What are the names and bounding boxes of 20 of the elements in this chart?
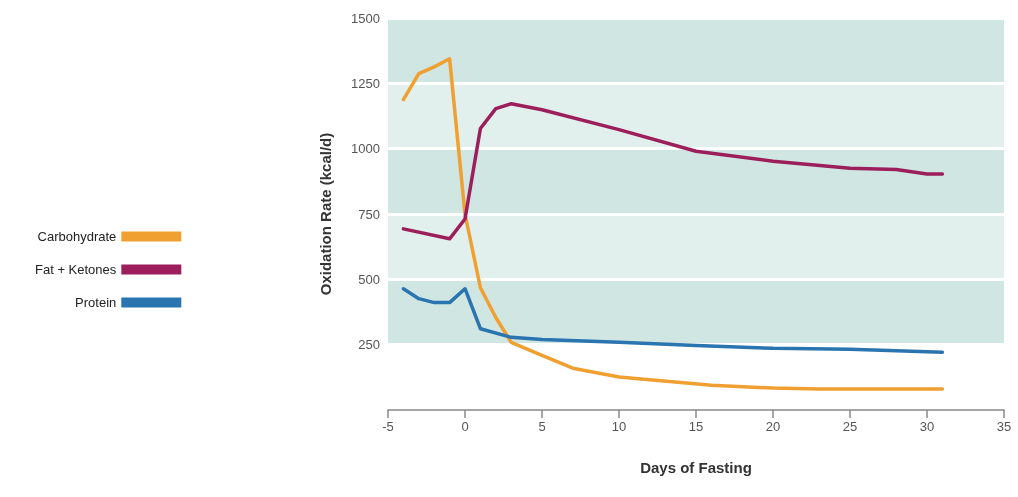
legend-label: Carbohydrate bbox=[37, 229, 117, 244]
y-tick-label: 1000 bbox=[351, 141, 380, 157]
x-tick-label: 0 bbox=[461, 419, 469, 434]
y-tick-label: 1250 bbox=[351, 75, 380, 91]
y-axis-title: Oxidation Rate (kcal/d) bbox=[317, 132, 334, 296]
x-axis-title: Days of Fasting bbox=[640, 459, 752, 476]
x-tick-label: -5 bbox=[382, 419, 394, 434]
legend-label: Protein bbox=[75, 295, 117, 310]
x-tick-label: 5 bbox=[538, 419, 546, 434]
y-tick-label: 750 bbox=[358, 206, 380, 222]
x-tick-label: 20 bbox=[765, 419, 781, 434]
x-tick-label: 15 bbox=[688, 419, 704, 434]
y-tick-label: 500 bbox=[358, 271, 380, 287]
x-tick-label: 25 bbox=[842, 419, 858, 434]
x-tick-label: 10 bbox=[611, 419, 627, 434]
y-tick-label: 250 bbox=[358, 337, 380, 353]
legend-label: Fat + Ketones bbox=[34, 262, 117, 277]
x-tick-label: 30 bbox=[919, 419, 935, 434]
y-tick-label: 1500 bbox=[351, 10, 380, 26]
x-tick-label: 35 bbox=[996, 419, 1012, 434]
